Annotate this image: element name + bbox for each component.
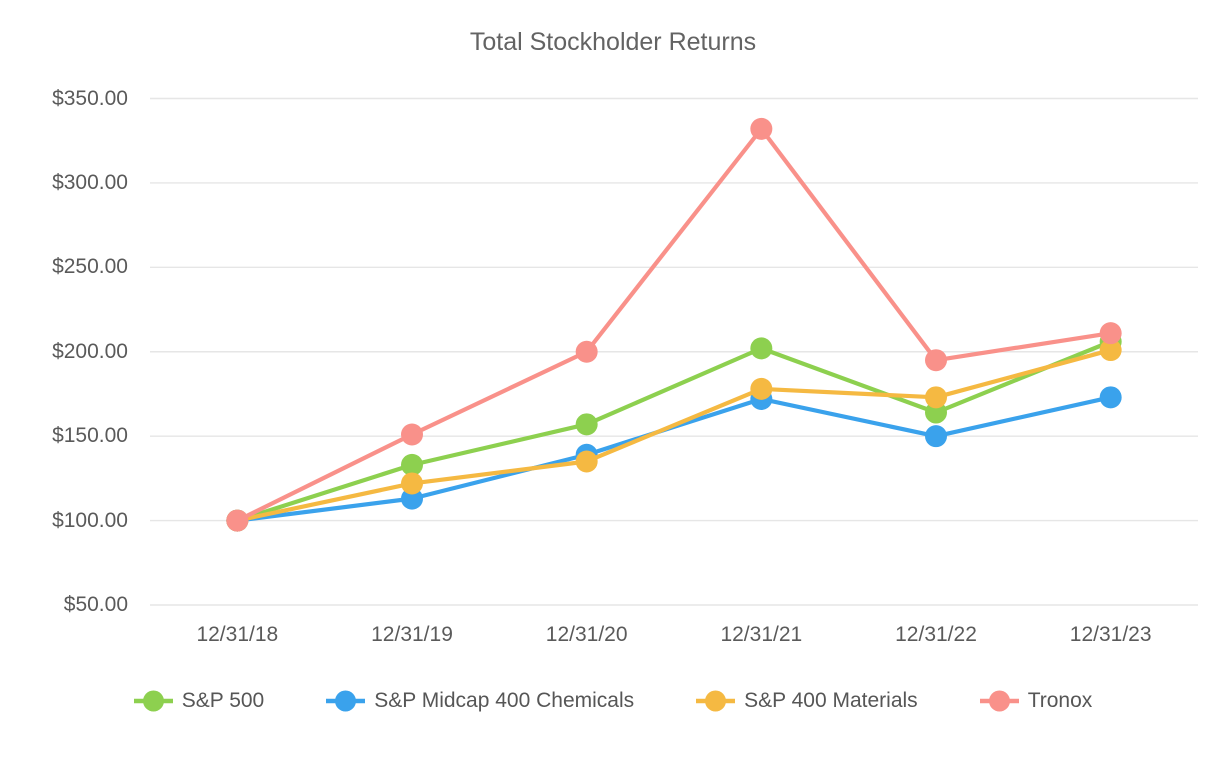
x-tick-label: 12/31/19	[371, 623, 453, 646]
y-tick-label: $350.00	[52, 86, 128, 110]
legend-circle-icon	[335, 690, 357, 712]
data-point-marker	[1099, 386, 1122, 409]
data-point-marker	[575, 450, 598, 473]
line-marker-icon	[979, 690, 1019, 712]
data-point-marker	[750, 117, 773, 140]
chart-title: Total Stockholder Returns	[469, 28, 757, 56]
x-tick-label: 12/31/23	[1069, 623, 1152, 646]
data-point-marker	[575, 413, 598, 436]
data-point-marker	[750, 377, 773, 400]
data-point-marker	[575, 340, 598, 363]
data-point-marker	[1099, 339, 1122, 362]
data-point-marker	[925, 425, 947, 448]
data-point-marker	[750, 337, 773, 360]
x-tick-label: 12/31/22	[895, 623, 977, 646]
line-marker-icon	[326, 690, 366, 712]
y-tick-label: $300.00	[52, 170, 128, 194]
legend-item-tronox: Tronox	[979, 689, 1093, 713]
series-line	[235, 347, 1113, 523]
y-tick-label: $50.00	[63, 593, 128, 616]
y-tick-label: $200.00	[52, 339, 128, 363]
legend-item-sp-400-materials: S&P 400 Materials	[696, 689, 918, 713]
legend-item-sp500: S&P 500	[133, 689, 265, 713]
legend-circle-icon	[988, 690, 1010, 712]
data-point-marker	[401, 472, 423, 495]
line-marker-icon	[133, 690, 173, 712]
series-line	[235, 395, 1113, 523]
y-tick-label: $100.00	[52, 508, 128, 532]
data-point-marker	[925, 401, 947, 424]
legend-label: Tronox	[1027, 689, 1093, 712]
legend-item-sp-midcap-400-chemicals: S&P Midcap 400 Chemicals	[326, 689, 634, 713]
data-point-marker	[401, 487, 423, 510]
data-point-marker	[401, 453, 423, 476]
legend-label: S&P Midcap 400 Chemicals	[374, 689, 635, 712]
x-tick-label: 12/31/21	[720, 623, 803, 646]
data-point-marker	[925, 386, 947, 409]
legend-circle-icon	[142, 690, 164, 712]
line-marker-icon	[696, 690, 736, 712]
data-point-marker	[1099, 322, 1122, 345]
data-point-marker	[401, 423, 423, 446]
legend-label: S&P 400 Materials	[744, 689, 918, 712]
series-line	[235, 339, 1113, 523]
legend-label: S&P 500	[181, 689, 265, 712]
y-tick-label: $150.00	[52, 424, 128, 448]
x-tick-label: 12/31/18	[196, 623, 279, 646]
legend-circle-icon	[705, 690, 727, 712]
data-point-marker	[925, 349, 947, 372]
x-tick-label: 12/31/20	[545, 623, 628, 646]
y-tick-label: $250.00	[52, 255, 128, 279]
series-line	[235, 126, 1113, 523]
legend: S&P 500 S&P Midcap 400 Chemicals S&P 400…	[0, 689, 1226, 713]
data-point-marker	[226, 509, 249, 532]
